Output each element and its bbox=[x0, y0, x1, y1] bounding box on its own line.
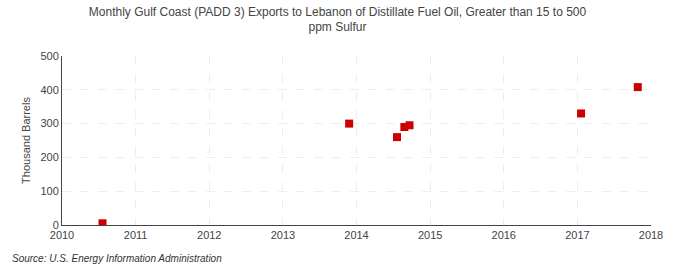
svg-text:Source: U.S. Energy Informatio: Source: U.S. Energy Information Administ… bbox=[12, 253, 222, 264]
svg-text:Monthly Gulf Coast (PADD 3) Ex: Monthly Gulf Coast (PADD 3) Exports to L… bbox=[89, 5, 587, 35]
svg-text:400: 400 bbox=[40, 84, 58, 96]
svg-text:2012: 2012 bbox=[197, 229, 221, 241]
svg-text:2013: 2013 bbox=[271, 229, 295, 241]
svg-text:2016: 2016 bbox=[492, 229, 516, 241]
svg-text:500: 500 bbox=[40, 50, 58, 62]
svg-text:Thousand Barrels: Thousand Barrels bbox=[20, 97, 32, 184]
svg-text:0: 0 bbox=[53, 219, 59, 231]
svg-text:2010: 2010 bbox=[50, 229, 74, 241]
svg-text:2015: 2015 bbox=[418, 229, 442, 241]
svg-text:2014: 2014 bbox=[344, 229, 368, 241]
svg-text:2018: 2018 bbox=[639, 229, 663, 241]
svg-text:100: 100 bbox=[40, 185, 58, 197]
svg-text:200: 200 bbox=[40, 151, 58, 163]
svg-text:2011: 2011 bbox=[124, 229, 148, 241]
svg-text:2017: 2017 bbox=[565, 229, 589, 241]
svg-text:300: 300 bbox=[40, 117, 58, 129]
